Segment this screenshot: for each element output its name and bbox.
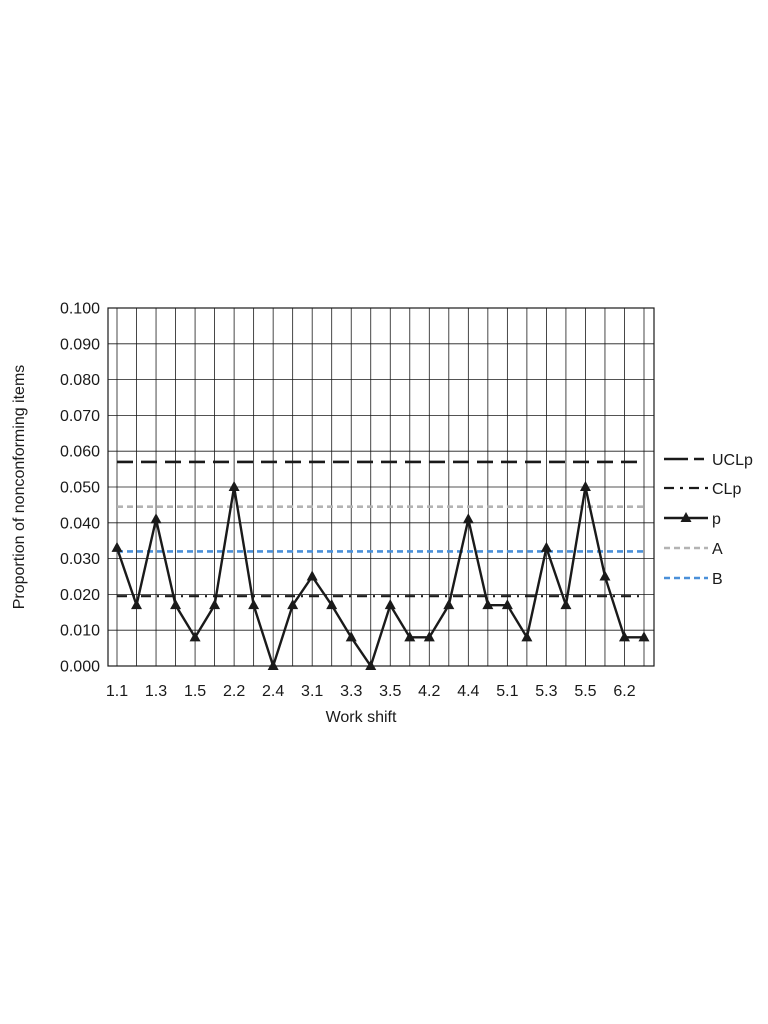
data-point-marker (228, 481, 240, 491)
data-point-marker (599, 570, 611, 581)
x-tick-label: 5.3 (535, 683, 557, 700)
x-tick-label: 3.3 (340, 683, 362, 700)
x-tick-label: 1.5 (184, 683, 206, 700)
data-point-marker (150, 513, 162, 524)
legend-label-a: A (712, 541, 723, 558)
data-point-marker (365, 660, 377, 670)
x-tick-label: 3.1 (301, 683, 323, 700)
legend-label-b: B (712, 571, 723, 588)
x-tick-label: 6.2 (613, 683, 635, 700)
data-point-marker (209, 599, 221, 610)
data-point-marker (287, 599, 299, 610)
x-tick-label: 1.1 (106, 683, 128, 700)
y-tick-label: 0.020 (60, 587, 100, 604)
data-point-marker (618, 631, 630, 642)
vertical-gridlines (116, 308, 645, 666)
x-tick-label: 5.5 (574, 683, 596, 700)
y-tick-label: 0.080 (60, 372, 100, 389)
x-tick-label: 5.1 (496, 683, 518, 700)
data-point-marker (501, 599, 513, 610)
y-tick-label: 0.050 (60, 480, 100, 497)
data-point-marker (638, 631, 650, 642)
data-point-marker (540, 541, 552, 552)
data-point-marker (326, 599, 338, 610)
y-tick-label: 0.000 (60, 659, 100, 676)
series-lines (115, 460, 644, 670)
legend: UCLp CLp pAB (664, 452, 753, 588)
data-point-marker (131, 599, 143, 610)
x-tick-label: 4.4 (457, 683, 479, 700)
legend-label-p: p (712, 511, 721, 528)
data-point-marker (423, 631, 435, 642)
data-point-marker (306, 570, 318, 581)
data-point-marker (111, 541, 123, 552)
y-tick-label: 0.060 (60, 444, 100, 461)
data-point-marker (579, 481, 591, 491)
data-markers (111, 481, 650, 670)
data-point-marker (482, 599, 494, 610)
y-tick-label: 0.100 (60, 301, 100, 318)
y-tick-label: 0.040 (60, 515, 100, 532)
y-tick-label: 0.090 (60, 336, 100, 353)
data-point-marker (443, 599, 455, 610)
data-point-marker (170, 599, 182, 610)
x-axis-title: Work shift (326, 709, 397, 726)
series-line-p (115, 486, 644, 670)
y-tick-label: 0.010 (60, 623, 100, 640)
data-point-marker (248, 599, 260, 610)
data-point-marker (560, 599, 572, 610)
data-point-marker (462, 513, 474, 524)
x-tick-label: 4.2 (418, 683, 440, 700)
legend-label-uclp: UCLp (712, 452, 753, 469)
x-tick-label: 2.4 (262, 683, 284, 700)
x-tick-label: 1.3 (145, 683, 167, 700)
y-axis-title: Proportion of nonconforming items (11, 365, 28, 610)
y-tick-label: 0.030 (60, 551, 100, 568)
data-point-marker (384, 599, 396, 610)
data-point-marker (345, 631, 357, 642)
data-point-marker (267, 660, 279, 670)
gridlines (108, 343, 654, 631)
legend-marker (680, 512, 692, 522)
data-point-marker (521, 631, 533, 642)
data-point-marker (404, 631, 416, 642)
data-point-marker (189, 631, 201, 642)
y-tick-label: 0.070 (60, 408, 100, 425)
x-tick-label: 3.5 (379, 683, 401, 700)
legend-label-clp: CLp (712, 481, 741, 498)
x-tick-labels: 1.1 1.3 1.5 2.2 2.4 3.1 3.3 3.5 4.2 4.4 5.1 5.3 5.5 6… (106, 683, 636, 700)
y-tick-labels: 0.000 0.010 0.020 0.030 0.040 0.050 0.060 0.070… (60, 301, 100, 676)
x-tick-label: 2.2 (223, 683, 245, 700)
